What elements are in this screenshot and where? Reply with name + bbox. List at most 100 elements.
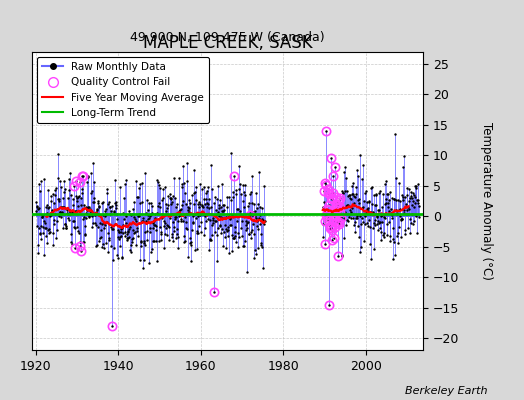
Point	[74, 230, 83, 236]
Point	[227, 212, 236, 218]
Point	[82, 210, 90, 216]
Point	[339, 190, 347, 196]
Point	[244, 230, 253, 237]
Point	[51, 186, 59, 193]
Point	[130, 229, 139, 236]
Point	[375, 220, 384, 226]
Point	[82, 204, 91, 210]
Point	[125, 208, 133, 214]
Point	[358, 176, 366, 182]
Point	[343, 202, 351, 208]
Point	[249, 231, 258, 238]
Point	[363, 199, 372, 205]
Point	[346, 192, 354, 198]
Point	[380, 214, 388, 220]
Point	[115, 236, 123, 242]
Point	[210, 194, 219, 200]
Point	[209, 216, 217, 223]
Point	[228, 248, 236, 254]
Point	[321, 180, 329, 186]
Point	[193, 246, 202, 252]
Point	[244, 203, 253, 209]
Point	[113, 211, 121, 217]
Point	[82, 215, 90, 221]
Point	[150, 222, 159, 228]
Point	[198, 201, 206, 208]
Point	[92, 243, 100, 249]
Point	[58, 209, 66, 215]
Point	[366, 210, 375, 217]
Point	[236, 225, 245, 231]
Point	[148, 210, 157, 216]
Point	[36, 188, 44, 194]
Point	[374, 218, 383, 224]
Point	[402, 192, 411, 198]
Point	[184, 207, 193, 213]
Point	[245, 231, 253, 238]
Point	[95, 234, 104, 241]
Point	[203, 184, 212, 190]
Point	[389, 225, 398, 231]
Point	[156, 204, 165, 210]
Point	[259, 182, 268, 189]
Point	[259, 217, 267, 224]
Point	[201, 225, 210, 232]
Point	[229, 194, 237, 200]
Point	[105, 234, 114, 241]
Point	[194, 201, 202, 207]
Point	[321, 241, 330, 248]
Point	[225, 249, 233, 256]
Point	[135, 213, 143, 219]
Point	[229, 235, 237, 241]
Point	[84, 173, 92, 179]
Point	[37, 236, 46, 242]
Point	[32, 204, 41, 210]
Point	[119, 230, 127, 237]
Point	[180, 190, 189, 197]
Point	[241, 192, 249, 198]
Point	[406, 194, 414, 201]
Point	[40, 175, 49, 182]
Point	[333, 205, 341, 212]
Point	[48, 211, 56, 218]
Point	[134, 194, 143, 201]
Point	[125, 246, 134, 253]
Point	[147, 249, 155, 255]
Point	[173, 234, 182, 240]
Point	[124, 234, 132, 241]
Point	[136, 243, 145, 249]
Point	[47, 198, 55, 204]
Point	[182, 226, 191, 232]
Point	[414, 214, 423, 220]
Point	[59, 195, 68, 202]
Point	[42, 240, 51, 246]
Point	[241, 238, 249, 244]
Point	[246, 191, 254, 197]
Point	[95, 204, 103, 210]
Point	[403, 211, 412, 217]
Point	[72, 208, 81, 214]
Point	[255, 212, 264, 218]
Point	[188, 192, 196, 198]
Point	[376, 218, 384, 225]
Point	[383, 220, 391, 227]
Point	[246, 212, 255, 219]
Point	[246, 234, 255, 241]
Point	[411, 200, 419, 206]
Point	[99, 212, 107, 218]
Point	[140, 170, 149, 177]
Point	[160, 220, 169, 226]
Point	[340, 215, 348, 221]
Point	[201, 218, 210, 224]
Point	[414, 181, 422, 187]
Point	[377, 212, 386, 219]
Point	[196, 210, 205, 216]
Point	[90, 179, 98, 185]
Point	[106, 211, 115, 218]
Point	[205, 237, 214, 244]
Point	[260, 218, 269, 224]
Point	[102, 206, 111, 212]
Point	[146, 213, 154, 220]
Point	[80, 214, 88, 220]
Point	[350, 193, 358, 199]
